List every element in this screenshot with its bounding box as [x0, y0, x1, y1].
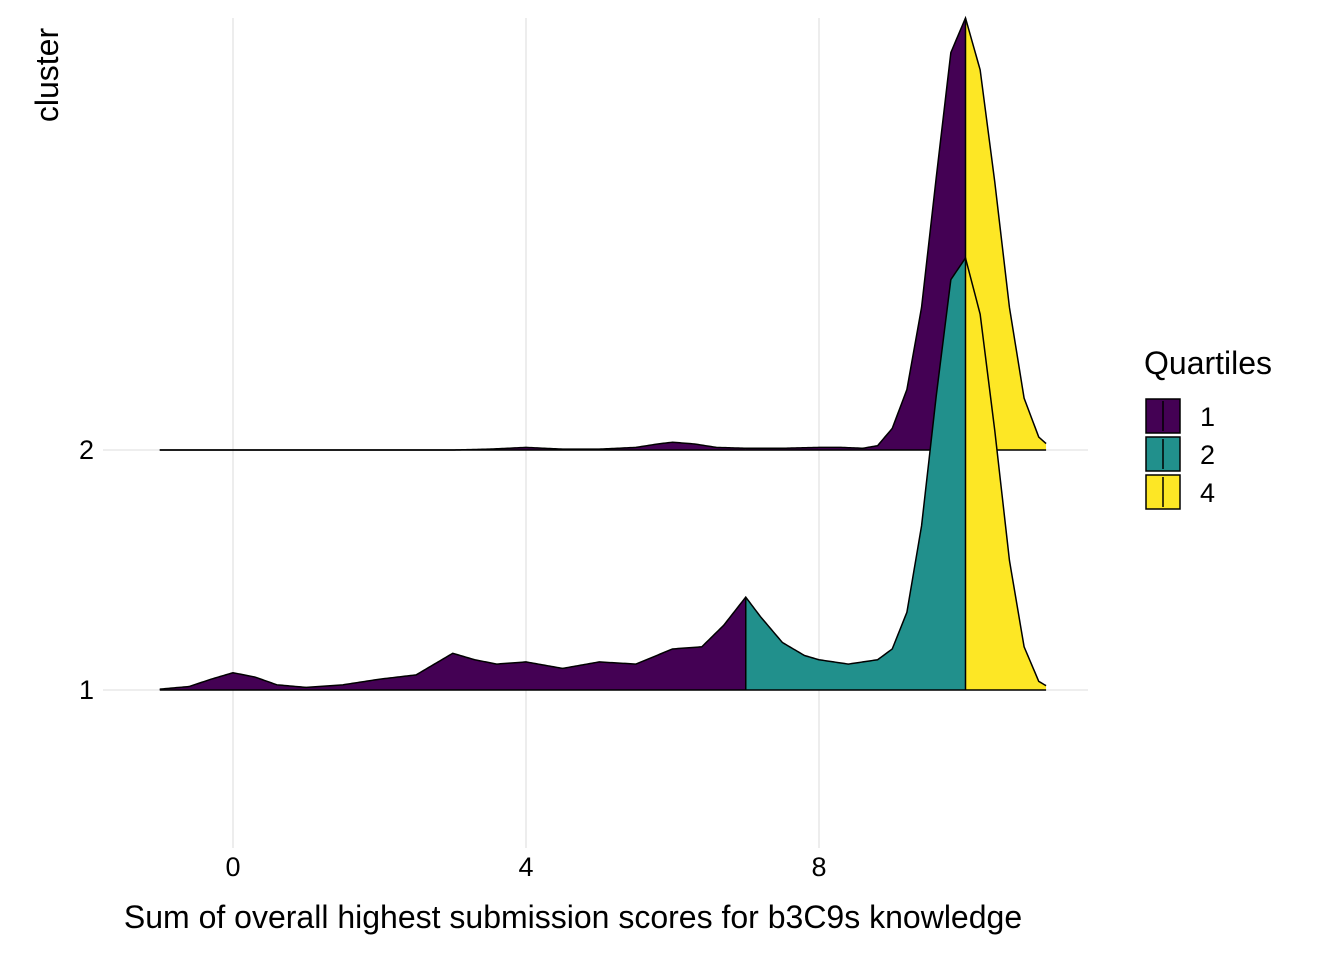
x-tick-labels: 0 4 8 — [225, 852, 826, 882]
grid-lines — [232, 18, 820, 848]
legend-label-2: 2 — [1200, 440, 1215, 470]
ridges — [159, 15, 1047, 691]
ridge-1-quartile-segment — [745, 258, 966, 690]
x-tick-label: 0 — [225, 852, 240, 882]
ridge-2-quartile-segment — [745, 18, 966, 450]
legend-label-4: 4 — [1200, 478, 1215, 508]
y-tick-label: 1 — [79, 675, 94, 705]
y-tick-labels: 21 — [79, 435, 94, 705]
x-tick-label: 8 — [811, 852, 826, 882]
ridge-1-quartile-segment — [159, 597, 746, 690]
legend-label-1: 1 — [1200, 402, 1215, 432]
x-tick-label: 4 — [518, 852, 533, 882]
legend-title: Quartiles — [1144, 345, 1272, 381]
x-axis-title: Sum of overall highest submission scores… — [124, 899, 1022, 935]
y-tick-label: 2 — [79, 435, 94, 465]
ridge-2-quartile-segment — [159, 442, 746, 450]
ridge-2-quartile-segment — [965, 18, 1047, 450]
ridge-cluster-2 — [159, 15, 1047, 451]
ridge-1-outline — [159, 256, 1047, 690]
ridge-1-quartile-segment — [965, 258, 1047, 690]
legend: Quartiles 1 2 4 — [1144, 345, 1272, 510]
y-axis-title: cluster — [29, 28, 65, 123]
ridge-cluster-1 — [159, 256, 1047, 691]
